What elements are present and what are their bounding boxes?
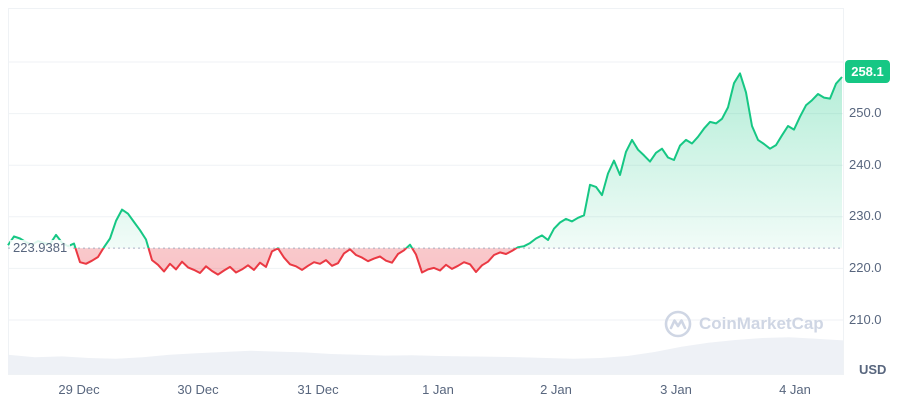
x-tick-2-jan: 2 Jan [540,382,572,397]
volume-area [8,337,843,374]
y-tick-250: 250.0 [849,105,882,120]
y-tick-240: 240.0 [849,157,882,172]
price-line-up [7,72,843,249]
x-tick-31-dec: 31 Dec [297,382,339,397]
y-tick-230: 230.0 [849,208,882,223]
currency-label: USD [859,362,887,377]
last-price-badge: 258.1 [845,60,890,83]
y-tick-210: 210.0 [849,312,882,327]
price-line-down [74,248,519,276]
x-tick-29-dec: 29 Dec [58,382,100,397]
coinmarketcap-watermark: CoinMarketCap [664,310,824,338]
area-below-baseline [75,248,517,275]
watermark-brand-text: CoinMarketCap [699,314,824,333]
coinmarketcap-logo-icon [664,310,692,338]
x-tick-1-jan: 1 Jan [422,382,454,397]
y-tick-220: 220.0 [849,260,882,275]
x-tick-30-dec: 30 Dec [177,382,219,397]
baseline-price-label: 223.9381 [10,240,71,255]
area-above-baseline [8,73,842,249]
x-tick-4-jan: 4 Jan [779,382,811,397]
x-tick-3-jan: 3 Jan [660,382,692,397]
